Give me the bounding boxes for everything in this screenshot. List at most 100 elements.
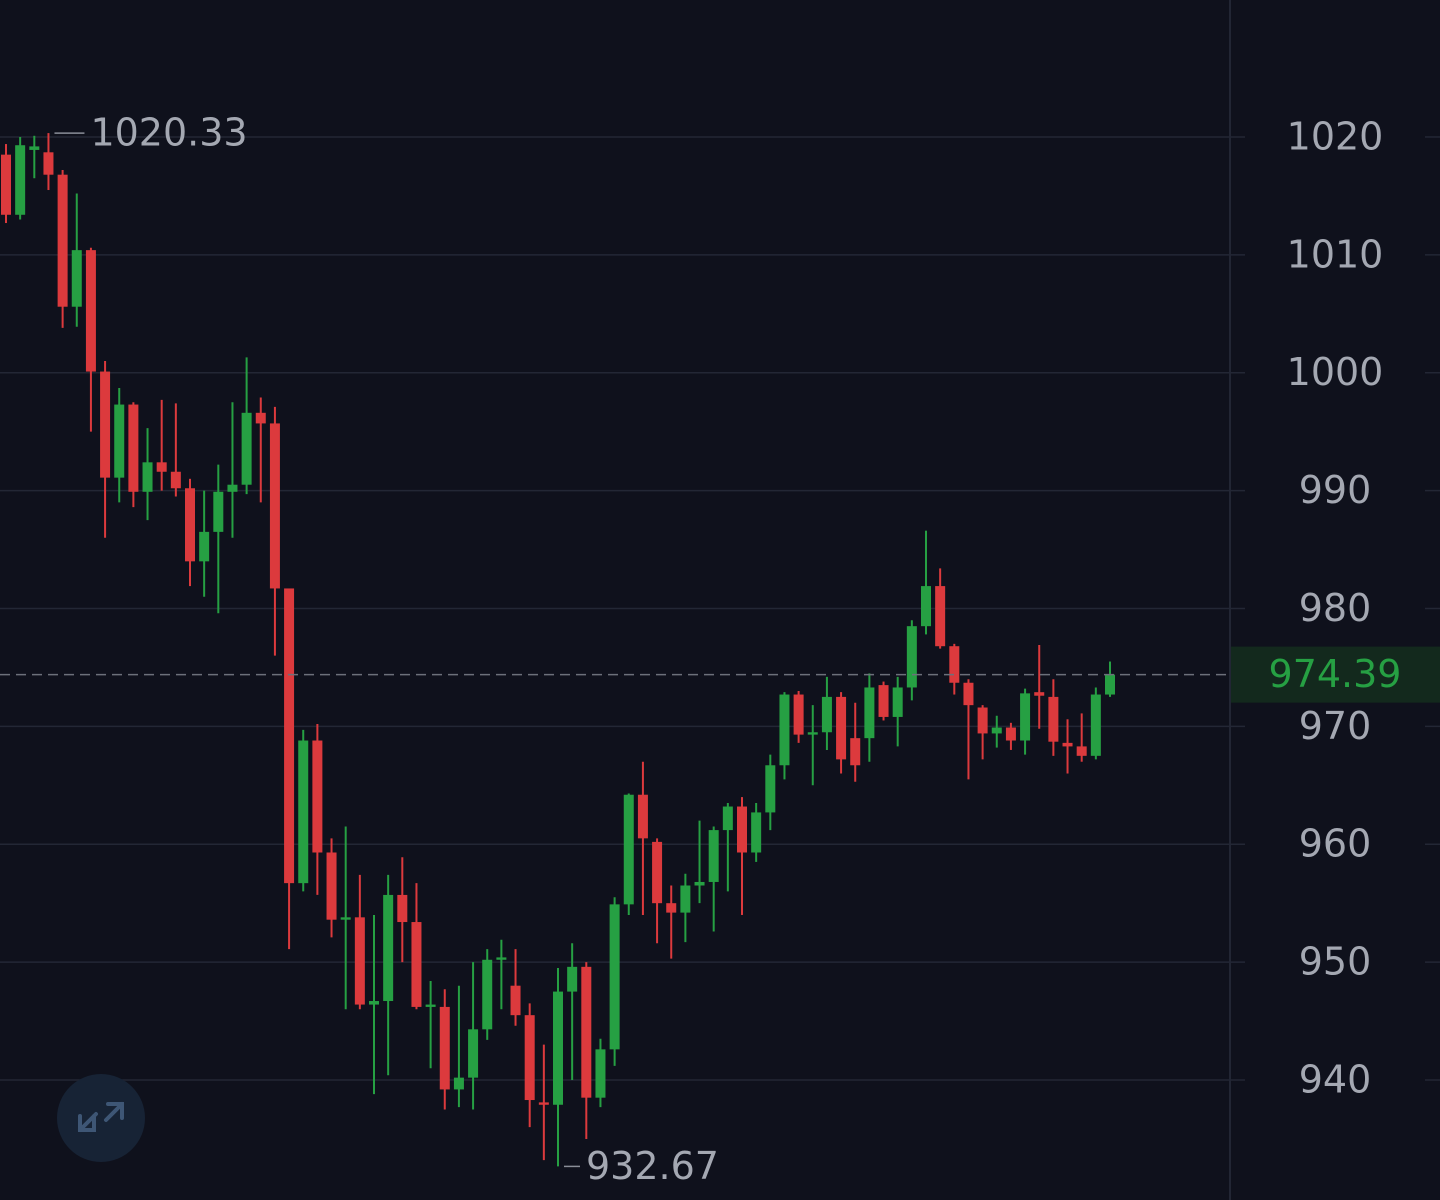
candle-body (737, 806, 747, 853)
candle-body (836, 696, 847, 760)
candle-body (779, 694, 790, 766)
candle-body (340, 917, 351, 920)
candle-body (453, 1077, 464, 1090)
candle-body (369, 1001, 379, 1005)
candle-body (482, 959, 493, 1030)
candle-body (383, 894, 394, 1002)
candle-body (354, 917, 365, 1005)
candle-body (425, 1004, 436, 1007)
candle-body (666, 903, 677, 913)
candle-body (170, 471, 181, 489)
candle-body (255, 412, 266, 424)
candle-body (468, 1029, 479, 1078)
candle-body (906, 626, 917, 688)
y-tick-label: 1010 (1287, 232, 1384, 276)
candle-body (609, 904, 620, 1050)
candle-body (1048, 696, 1059, 742)
candle-body (15, 145, 26, 215)
candle-body (71, 250, 82, 307)
candle-body (213, 491, 224, 532)
candle-body (652, 841, 663, 904)
candle-body (637, 794, 648, 839)
candle-body (807, 732, 818, 735)
candle-body (241, 412, 252, 485)
labels: 940 950 960 970 980 990 1000 1010 1020 1020.33 932… (0, 111, 1440, 1188)
candle-body (1090, 694, 1101, 756)
candle-body (298, 740, 309, 884)
candle-body (821, 696, 832, 733)
candle-body (1005, 727, 1016, 741)
candle-body (43, 152, 54, 175)
candle-body (1105, 674, 1115, 695)
candle-body (269, 423, 280, 589)
candle-body (156, 462, 167, 472)
candle-body (935, 586, 946, 647)
candle-body (85, 250, 96, 372)
y-tick-label: 1000 (1287, 350, 1384, 394)
candle-body (581, 966, 592, 1098)
min-label: 932.67 (586, 1144, 719, 1188)
candle-body (538, 1102, 549, 1105)
candle-body (892, 687, 903, 717)
y-tick-label: 950 (1299, 940, 1372, 984)
candle-body (227, 484, 238, 492)
candle-body (963, 682, 974, 706)
candle-body (439, 1006, 450, 1090)
candle-body (1034, 692, 1045, 696)
candle-body (100, 371, 111, 478)
candle-body (142, 462, 153, 492)
candle-body (326, 852, 337, 920)
candle-body (623, 794, 634, 905)
candle-body (1020, 693, 1031, 741)
candle-body (411, 922, 422, 1007)
candle-body (708, 830, 719, 882)
max-label: 1020.33 (90, 111, 247, 155)
grid (0, 136, 1440, 1081)
expand-button[interactable] (57, 1074, 145, 1162)
last-price-label: 974.39 (1269, 652, 1402, 696)
candle-body (864, 687, 875, 739)
y-tick-label: 990 (1299, 468, 1372, 512)
candle-body (878, 685, 889, 717)
y-tick-label: 970 (1299, 704, 1372, 748)
candle-body (850, 738, 861, 766)
candle-body (496, 957, 507, 960)
candle-body (680, 885, 691, 913)
candle-body (199, 531, 210, 562)
candle-body (57, 174, 68, 307)
y-tick-label: 980 (1299, 586, 1372, 630)
y-tick-label: 1020 (1287, 114, 1384, 158)
candles (1, 133, 1115, 1167)
candle-body (991, 727, 1002, 734)
candle-body (1076, 746, 1087, 756)
expand-button-bg[interactable] (57, 1074, 145, 1162)
candle-body (284, 588, 295, 884)
candle-body (722, 806, 733, 831)
y-tick-label: 960 (1299, 822, 1372, 866)
candle-body (765, 765, 776, 813)
candle-body (751, 812, 762, 853)
candle-body (567, 966, 578, 992)
candle-body (553, 991, 563, 1105)
candle-body (114, 404, 125, 478)
candle-body (977, 707, 988, 734)
candle-body (1, 154, 11, 215)
candle-body (29, 146, 40, 150)
candle-body (312, 740, 323, 853)
candle-body (694, 881, 705, 886)
candle-body (397, 894, 408, 923)
candle-body (793, 694, 804, 735)
y-tick-label: 940 (1299, 1058, 1372, 1102)
candle-body (1062, 742, 1073, 747)
candle-body (921, 586, 931, 627)
candle-body (185, 488, 195, 562)
candle-body (595, 1049, 606, 1098)
candle-body (949, 646, 960, 683)
last-price-tag (1231, 646, 1440, 703)
candle-body (510, 985, 521, 1016)
candle-body (128, 404, 139, 492)
expand-icon[interactable] (78, 1102, 124, 1132)
candle-body (524, 1015, 535, 1101)
